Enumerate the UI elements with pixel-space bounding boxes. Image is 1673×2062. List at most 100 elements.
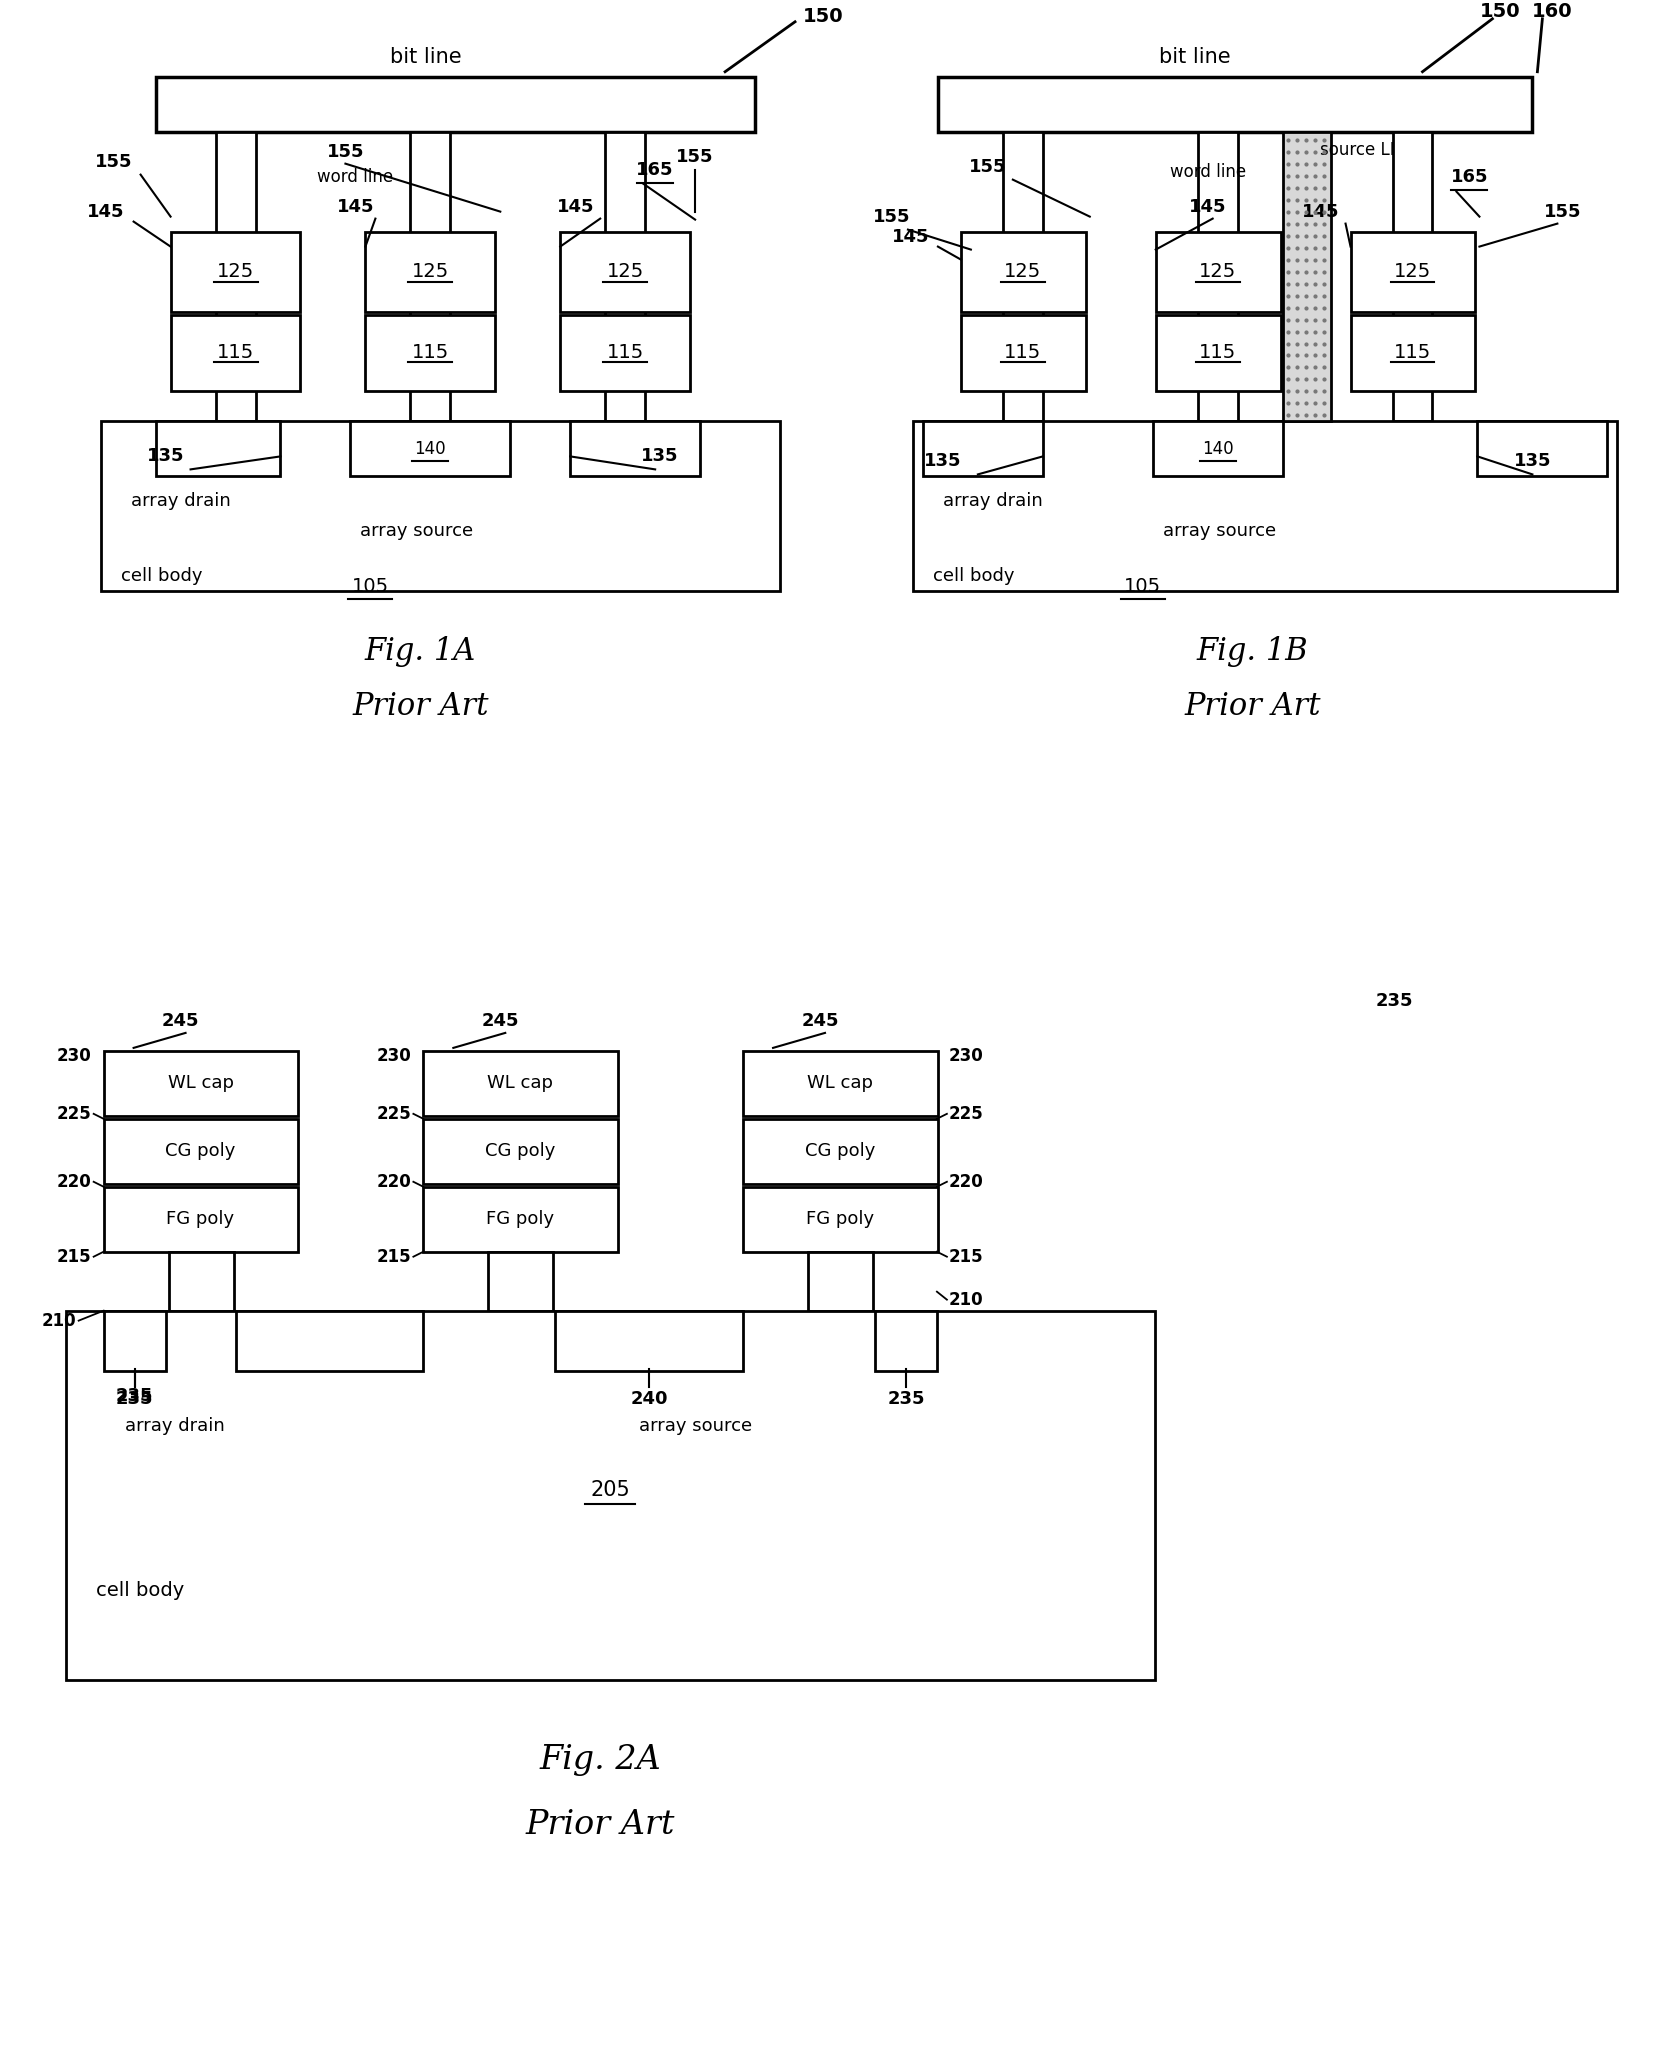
Bar [350,421,510,476]
Text: 240: 240 [631,1390,668,1408]
Bar [65,1311,1154,1681]
Text: 135: 135 [1514,452,1551,470]
Text: cell body: cell body [120,567,202,586]
Bar [743,1052,939,1116]
Text: word line: word line [1169,163,1246,181]
Text: 235: 235 [115,1386,154,1404]
Text: 215: 215 [57,1248,92,1266]
Text: 165: 165 [1450,167,1489,186]
Text: source LI: source LI [1320,140,1395,159]
Text: 225: 225 [376,1105,412,1124]
Text: 220: 220 [376,1173,412,1190]
Text: 215: 215 [949,1248,984,1266]
Text: cell body: cell body [95,1582,184,1600]
Bar [560,315,691,392]
Text: 165: 165 [636,161,674,179]
Text: 115: 115 [607,342,644,363]
Text: 115: 115 [1004,342,1042,363]
Text: Prior Art: Prior Art [351,691,489,722]
Text: 145: 145 [1190,198,1226,217]
Text: 220: 220 [949,1173,984,1190]
Text: 220: 220 [57,1173,92,1190]
Bar [171,315,301,392]
Bar [169,1252,234,1311]
Bar [960,315,1086,392]
Bar [104,1311,166,1371]
Text: bit line: bit line [390,47,462,66]
Text: 235: 235 [1375,992,1414,1010]
Text: 125: 125 [412,262,448,280]
Bar [410,132,450,421]
Bar [1156,315,1280,392]
Text: FG poly: FG poly [487,1210,554,1227]
Bar [1198,132,1238,421]
Text: 145: 145 [336,198,375,217]
Text: 205: 205 [591,1481,631,1501]
Bar [560,231,691,311]
Bar [1156,231,1280,311]
Text: 115: 115 [217,342,254,363]
Bar [365,231,495,311]
Text: 125: 125 [1004,262,1042,280]
Text: 230: 230 [949,1047,984,1064]
Text: 135: 135 [147,447,184,466]
Text: 140: 140 [415,441,447,458]
Text: 155: 155 [1544,202,1581,221]
Text: WL cap: WL cap [806,1074,873,1093]
Bar [913,421,1618,592]
Bar [156,76,755,132]
Text: array source: array source [1163,522,1276,540]
Text: 145: 145 [557,198,594,217]
Text: 145: 145 [1302,202,1340,221]
Text: FG poly: FG poly [806,1210,873,1227]
Bar [423,1052,619,1116]
Text: 245: 245 [482,1012,519,1029]
Text: 115: 115 [412,342,448,363]
Bar [1283,132,1330,421]
Text: 155: 155 [873,208,910,225]
Text: 115: 115 [1200,342,1236,363]
Bar [423,1120,619,1184]
Text: 105: 105 [1124,577,1161,596]
Text: CG poly: CG poly [166,1142,236,1159]
Bar [1153,421,1283,476]
Text: 140: 140 [1201,441,1233,458]
Bar [100,421,780,592]
Text: 150: 150 [1481,2,1521,21]
Bar [743,1120,939,1184]
Text: WL cap: WL cap [167,1074,234,1093]
Bar [923,421,1042,476]
Bar [365,315,495,392]
Text: FG poly: FG poly [167,1210,234,1227]
Text: 135: 135 [641,447,679,466]
Text: 115: 115 [1394,342,1430,363]
Bar [104,1120,298,1184]
Text: array source: array source [639,1417,753,1435]
Text: 105: 105 [351,577,388,596]
Text: 125: 125 [1200,262,1236,280]
Text: 210: 210 [949,1291,984,1309]
Bar [939,76,1532,132]
Text: CG poly: CG poly [805,1142,875,1159]
Text: 210: 210 [42,1311,77,1330]
Text: WL cap: WL cap [487,1074,554,1093]
Text: 125: 125 [607,262,644,280]
Text: 160: 160 [1532,2,1573,21]
Bar [1350,231,1476,311]
Bar [570,421,699,476]
Bar [156,421,281,476]
Text: 125: 125 [1394,262,1430,280]
Text: Fig. 2A: Fig. 2A [539,1744,661,1775]
Text: 235: 235 [115,1390,154,1408]
Text: array drain: array drain [124,1417,224,1435]
Text: 155: 155 [969,157,1007,175]
Text: 245: 245 [801,1012,838,1029]
Text: array source: array source [360,522,473,540]
Bar [606,132,646,421]
Text: 145: 145 [892,227,930,245]
Text: bit line: bit line [1159,47,1231,66]
Bar [1392,132,1432,421]
Bar [1350,315,1476,392]
Bar [171,231,301,311]
Bar [875,1311,937,1371]
